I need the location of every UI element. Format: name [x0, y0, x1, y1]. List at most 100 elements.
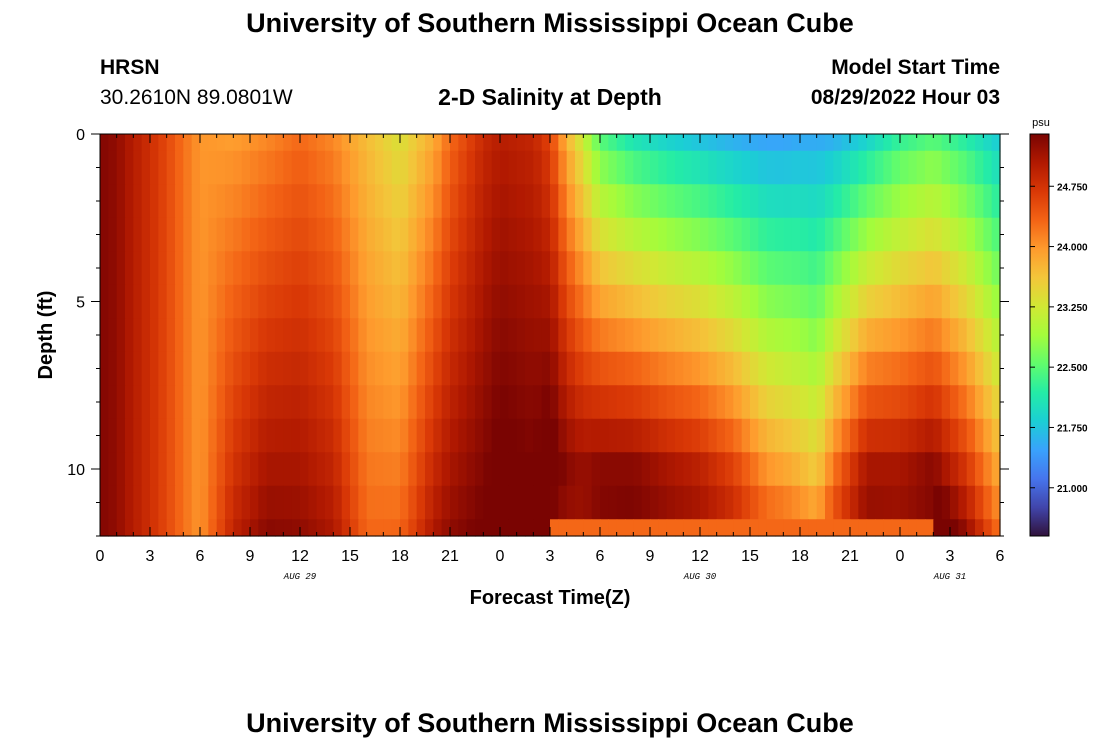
heatmap-cell: [525, 418, 534, 453]
heatmap-cell: [400, 351, 409, 386]
heatmap-cell: [558, 284, 568, 319]
heatmap-cell: [233, 351, 243, 386]
heatmap-cell: [733, 150, 743, 185]
heatmap-cell: [200, 385, 209, 420]
heatmap-cell: [258, 452, 268, 487]
heatmap-cell: [583, 519, 593, 537]
heatmap-cell: [141, 452, 151, 487]
heatmap-cell: [516, 385, 526, 420]
heatmap-cell: [741, 418, 751, 453]
heatmap-cell: [900, 184, 909, 219]
heatmap-cell: [333, 251, 343, 286]
heatmap-cell: [183, 318, 193, 353]
heatmap-cell: [658, 452, 668, 487]
heatmap-cell: [716, 351, 726, 386]
heatmap-cell: [108, 418, 118, 453]
heatmap-cell: [400, 519, 409, 537]
heatmap-cell: [491, 385, 501, 420]
heatmap-cell: [141, 385, 151, 420]
heatmap-cell: [850, 318, 859, 353]
heatmap-cell: [500, 251, 509, 286]
heatmap-cell: [358, 284, 368, 319]
heatmap-cell: [316, 452, 326, 487]
heatmap-cell: [308, 318, 318, 353]
heatmap-cell: [208, 318, 218, 353]
heatmap-cell: [158, 418, 168, 453]
heatmap-cell: [125, 251, 134, 286]
heatmap-cell: [683, 150, 693, 185]
heatmap-cell: [450, 318, 459, 353]
heatmap-cell: [108, 217, 118, 252]
heatmap-cell: [141, 418, 151, 453]
heatmap-cell: [558, 452, 568, 487]
heatmap-cell: [883, 452, 893, 487]
heatmap-cell: [733, 351, 743, 386]
heatmap-cell: [341, 284, 351, 319]
heatmap-cell: [150, 318, 159, 353]
heatmap-cell: [425, 150, 434, 185]
heatmap-cell: [325, 418, 334, 453]
heatmap-cell: [916, 150, 926, 185]
heatmap-cell: [433, 418, 443, 453]
heatmap-cell: [433, 519, 443, 537]
heatmap-cell: [891, 385, 901, 420]
heatmap-cell: [583, 485, 593, 520]
heatmap-cell: [616, 251, 626, 286]
x-tick-label: 3: [946, 548, 955, 565]
heatmap-cell: [500, 150, 509, 185]
heatmap-cell: [283, 251, 293, 286]
heatmap-cell: [858, 150, 868, 185]
heatmap-cell: [383, 284, 393, 319]
heatmap-cell: [100, 385, 109, 420]
heatmap-cell: [158, 251, 168, 286]
x-tick-label: 9: [646, 548, 655, 565]
heatmap-cell: [958, 519, 968, 537]
heatmap-cell: [866, 184, 876, 219]
heatmap-cell: [716, 251, 726, 286]
heatmap-cell: [966, 519, 976, 537]
heatmap-cell: [850, 184, 859, 219]
heatmap-cell: [508, 318, 518, 353]
heatmap-cell: [275, 485, 284, 520]
heatmap-cell: [833, 134, 843, 152]
heatmap-cell: [900, 485, 909, 520]
heatmap-cell: [325, 251, 334, 286]
heatmap-cell: [900, 519, 909, 537]
heatmap-cell: [208, 351, 218, 386]
heatmap-cell: [266, 385, 276, 420]
heatmap-cell: [266, 217, 276, 252]
heatmap-cell: [575, 452, 584, 487]
heatmap-cell: [150, 418, 159, 453]
heatmap-cell: [933, 284, 943, 319]
heatmap-cell: [808, 418, 818, 453]
heatmap-cell: [450, 351, 459, 386]
heatmap-cell: [783, 217, 793, 252]
heatmap-cell: [441, 184, 451, 219]
heatmap-cell: [166, 385, 176, 420]
heatmap-cell: [641, 134, 651, 152]
heatmap-cell: [883, 519, 893, 537]
heatmap-cell: [550, 385, 559, 420]
x-tick-label: 12: [291, 548, 309, 565]
heatmap-cell: [116, 385, 126, 420]
heatmap-cell: [758, 485, 768, 520]
heatmap-cell: [666, 284, 676, 319]
heatmap-cell: [933, 318, 943, 353]
heatmap-cell: [308, 385, 318, 420]
heatmap-cell: [625, 134, 634, 152]
heatmap-cell: [683, 519, 693, 537]
heatmap-cell: [866, 150, 876, 185]
heatmap-cell: [200, 284, 209, 319]
heatmap-cell: [933, 134, 943, 152]
heatmap-cell: [475, 519, 484, 537]
heatmap-cell: [500, 385, 509, 420]
heatmap-cell: [875, 318, 884, 353]
heatmap-cell: [458, 150, 468, 185]
heatmap-cell: [791, 452, 801, 487]
heatmap-cell: [591, 217, 601, 252]
heatmap-cell: [300, 485, 309, 520]
heatmap-cell: [400, 418, 409, 453]
heatmap-cell: [875, 134, 884, 152]
heatmap-cell: [291, 150, 301, 185]
